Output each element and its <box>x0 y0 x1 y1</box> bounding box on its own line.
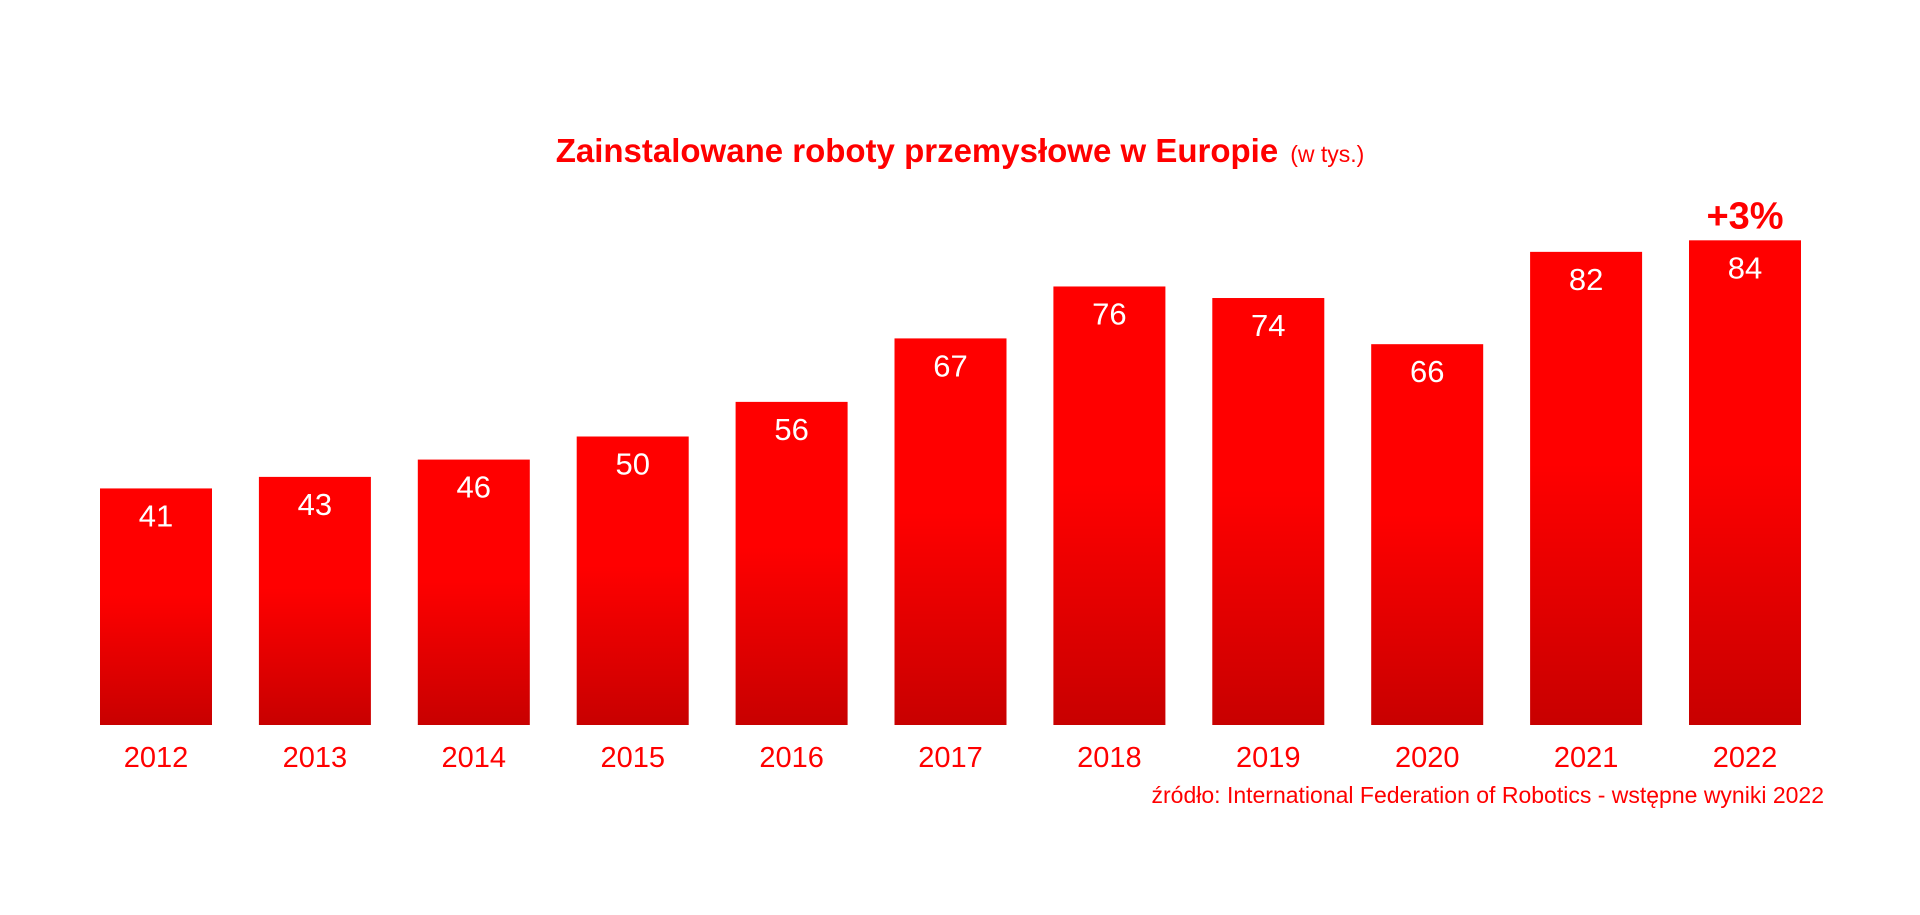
data-label-2013: 43 <box>298 487 332 522</box>
bar-2015 <box>576 436 689 725</box>
data-label-2020: 66 <box>1410 354 1444 389</box>
bar-2012 <box>100 488 212 725</box>
bar-2022 <box>1689 240 1801 725</box>
data-label-2019: 74 <box>1251 308 1285 343</box>
bar-2019 <box>1212 298 1325 725</box>
x-tick-label-2013: 2013 <box>283 742 348 774</box>
data-label-2012: 41 <box>139 498 173 533</box>
title-unit: (w tys.) <box>1290 141 1365 167</box>
chart-title: Zainstalowane roboty przemysłowe w Europ… <box>0 132 1920 170</box>
x-tick-label-2019: 2019 <box>1236 742 1301 774</box>
x-tick-label-2017: 2017 <box>918 742 983 774</box>
x-tick-label-2014: 2014 <box>442 742 507 774</box>
data-label-2018: 76 <box>1092 296 1126 331</box>
data-label-2015: 50 <box>615 447 649 482</box>
growth-annotation: +3% <box>1706 195 1783 237</box>
bar-2013 <box>258 476 371 725</box>
data-label-2016: 56 <box>774 412 808 447</box>
x-tick-label-2012: 2012 <box>124 742 189 774</box>
bar-2014 <box>417 459 530 725</box>
x-tick-label-2021: 2021 <box>1554 742 1619 774</box>
source-note: źródło: International Federation of Robo… <box>1151 782 1824 808</box>
data-label-2021: 82 <box>1569 262 1603 297</box>
x-tick-label-2022: 2022 <box>1713 742 1778 774</box>
bar-2018 <box>1053 286 1166 725</box>
x-tick-label-2018: 2018 <box>1077 742 1142 774</box>
x-tick-label-2015: 2015 <box>600 742 665 774</box>
bar-2016 <box>735 401 848 725</box>
bar-2017 <box>894 338 1007 725</box>
bar-2020 <box>1371 344 1484 725</box>
data-label-2022: 84 <box>1728 250 1762 285</box>
data-label-2017: 67 <box>933 348 967 383</box>
data-label-2014: 46 <box>457 470 491 505</box>
x-tick-label-2016: 2016 <box>759 742 824 774</box>
title-text: Zainstalowane roboty przemysłowe w Europ… <box>555 132 1279 169</box>
bar-2021 <box>1530 251 1643 726</box>
x-tick-label-2020: 2020 <box>1395 742 1460 774</box>
